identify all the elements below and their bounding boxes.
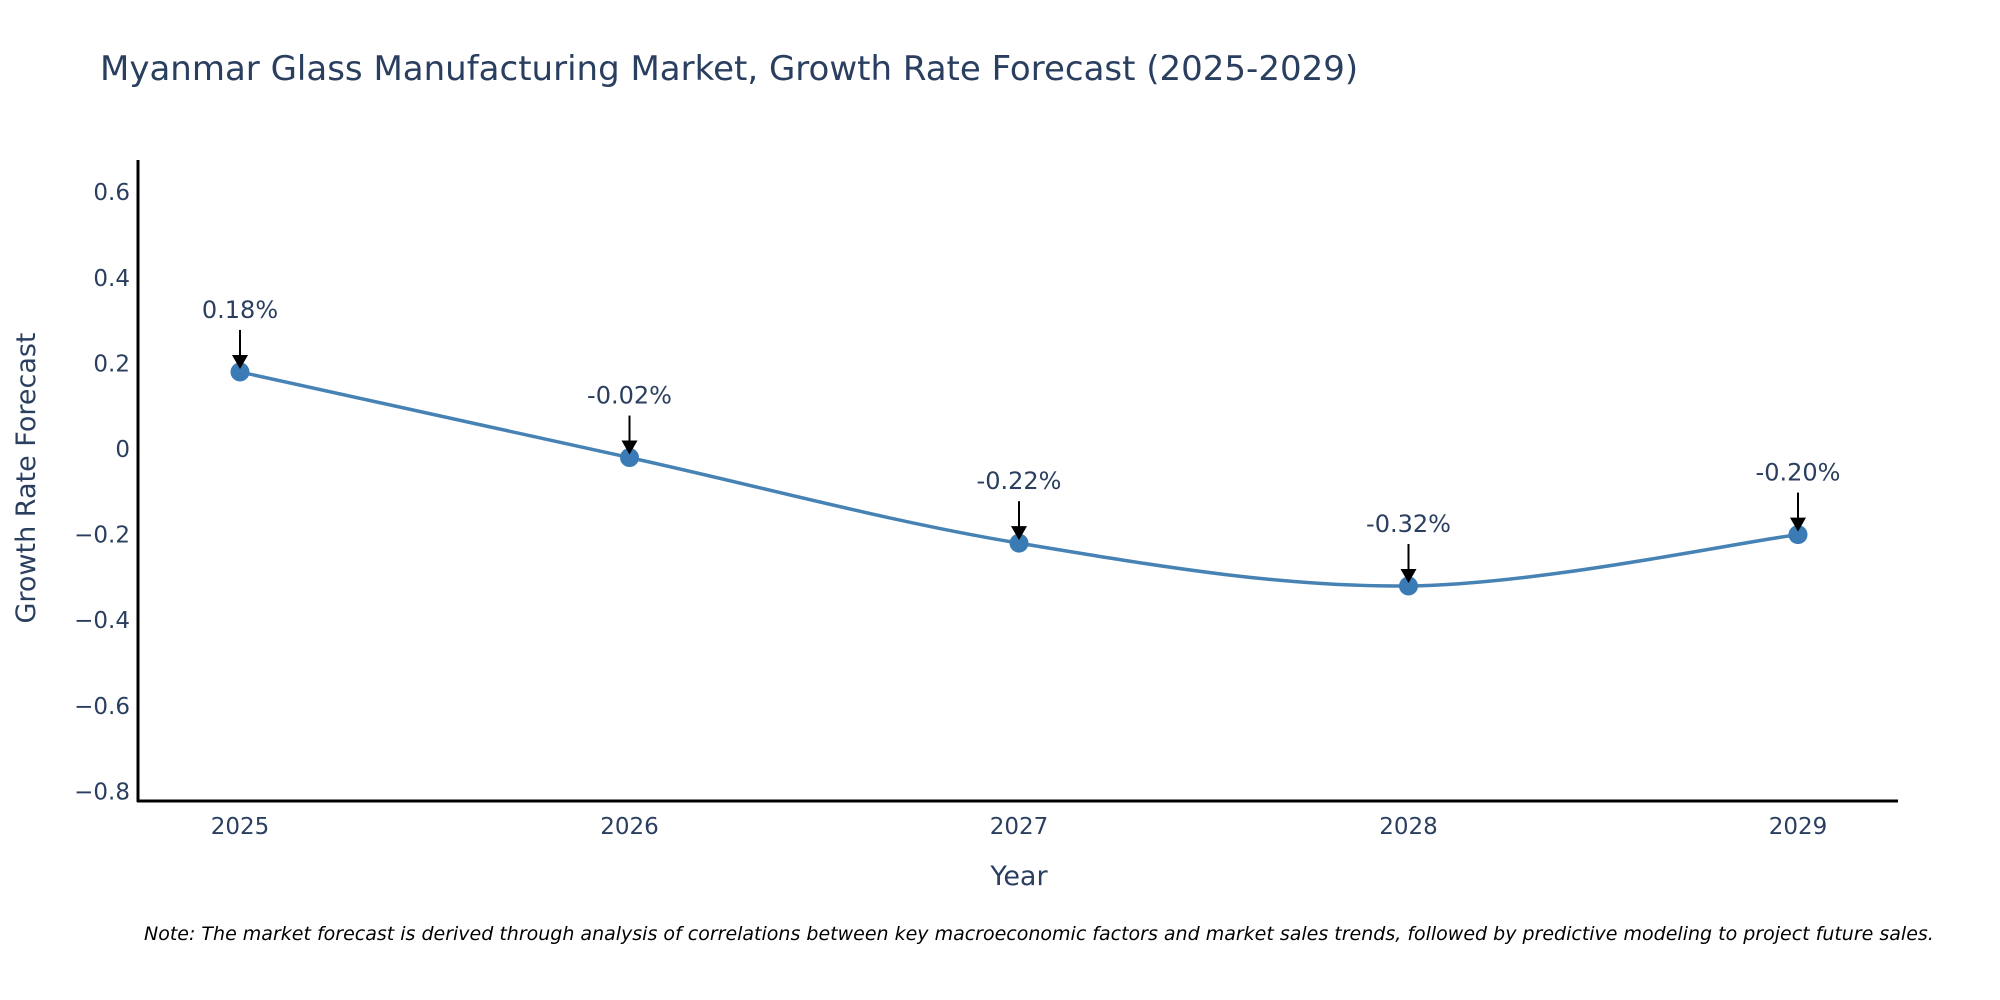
x-axis-title: Year: [989, 861, 1048, 892]
annotation-label: -0.22%: [977, 467, 1062, 495]
y-tick-label: 0.2: [93, 351, 130, 377]
data-point[interactable]: [620, 448, 639, 468]
data-point[interactable]: [1009, 533, 1029, 553]
chart-title: Myanmar Glass Manufacturing Market, Grow…: [100, 49, 1358, 89]
annotation-label: 0.18%: [202, 296, 278, 324]
annotation-arrowhead: [232, 354, 248, 369]
data-point[interactable]: [1399, 576, 1418, 596]
annotation-label: -0.20%: [1756, 459, 1841, 487]
y-axis-title: Growth Rate Forecast: [11, 332, 42, 623]
x-tick-label: 2026: [600, 814, 659, 840]
y-tick-labels: 0.6 0.4 0.2 0 −0.2 −0.4 −0.6 −0.8: [74, 180, 130, 805]
x-tick-label: 2025: [211, 814, 270, 840]
x-tick-label: 2028: [1379, 814, 1438, 840]
x-tick-labels: 2025 2026 2027 2028 2029: [211, 814, 1828, 840]
footnote: Note: The market forecast is derived thr…: [144, 923, 1934, 945]
y-tick-label: 0.4: [93, 266, 130, 292]
annotation-arrowhead: [1790, 517, 1806, 532]
y-tick-label: −0.2: [74, 523, 130, 549]
y-tick-label: 0: [115, 437, 130, 463]
y-tick-label: −0.8: [74, 779, 130, 805]
series-group: [230, 362, 1808, 596]
x-tick-label: 2029: [1769, 814, 1828, 840]
y-tick-label: −0.4: [74, 608, 130, 634]
x-tick-label: 2027: [990, 814, 1049, 840]
annotation-label: -0.32%: [1366, 510, 1451, 538]
annotation-arrowhead: [621, 440, 638, 455]
annotation-arrowhead: [1400, 568, 1417, 583]
y-tick-label: −0.6: [74, 694, 130, 720]
data-point[interactable]: [1788, 525, 1808, 545]
annotation-label: -0.02%: [587, 382, 672, 410]
y-tick-label: 0.6: [93, 180, 130, 206]
annotation-arrowhead: [1011, 526, 1027, 541]
data-point[interactable]: [230, 362, 250, 382]
annotations-group: 0.18% -0.02% -0.22% -0.32% -0.20%: [202, 296, 1841, 583]
